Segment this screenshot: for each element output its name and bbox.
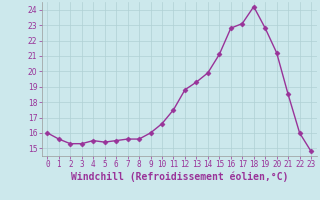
X-axis label: Windchill (Refroidissement éolien,°C): Windchill (Refroidissement éolien,°C): [70, 172, 288, 182]
